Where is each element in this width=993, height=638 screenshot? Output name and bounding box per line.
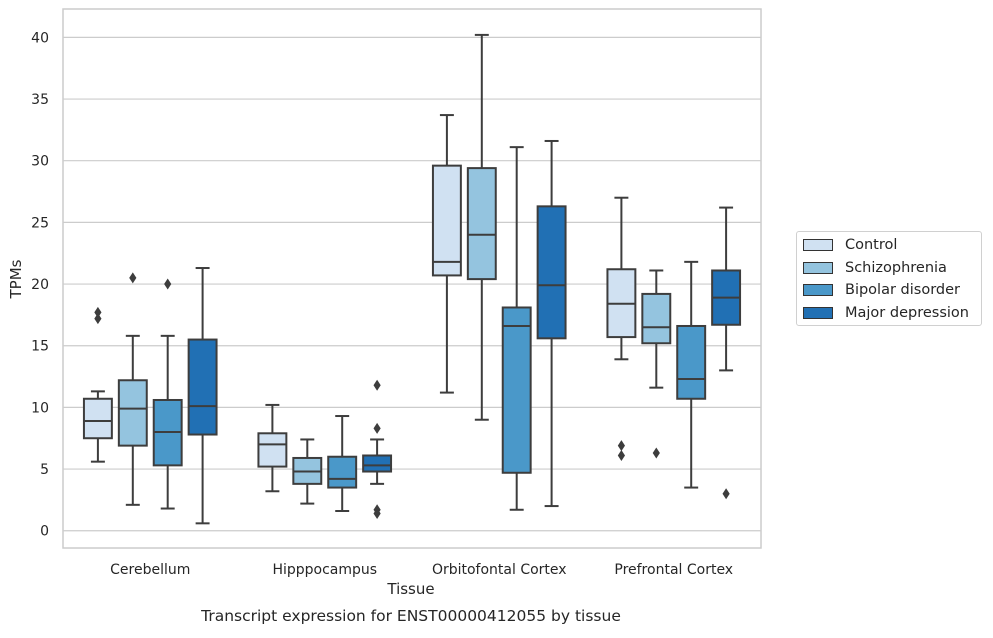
x-axis-label: Tissue <box>386 580 434 598</box>
box-orbitofontal-cortex-bipolar-disorder <box>501 306 532 474</box>
box-cerebellum-control <box>82 397 113 440</box>
y-tick-label-15: 15 <box>31 339 49 355</box>
legend-item-schizophrenia: Schizophrenia <box>803 258 947 278</box>
y-axis-label: TPMs <box>7 259 25 299</box>
legend-swatch-schizophrenia <box>803 262 833 274</box>
outlier-cerebellum-schizophrenia-0 <box>129 272 137 284</box>
box-orbitofontal-cortex-major-depression <box>536 205 567 340</box>
legend-item-control: Control <box>803 235 897 255</box>
x-tick-label-cerebellum: Cerebellum <box>110 562 190 578</box>
legend-item-bipolar-disorder: Bipolar disorder <box>803 280 960 300</box>
box-layer <box>82 33 742 525</box>
plot-frame <box>62 8 762 549</box>
outlier-cerebellum-control-1 <box>94 306 102 318</box>
outlier-prefrontal-cortex-control-1 <box>617 440 625 452</box>
y-tick-label-40: 40 <box>31 30 49 46</box>
legend-label-major-depression: Major depression <box>845 305 969 321</box>
outlier-prefrontal-cortex-control-0 <box>617 449 625 461</box>
y-tick-label-25: 25 <box>31 215 49 231</box>
outlier-hipppocampus-major-depression-3 <box>373 379 381 391</box>
box-hipppocampus-control <box>257 432 288 468</box>
outlier-cerebellum-control-0 <box>94 313 102 325</box>
box-hipppocampus-bipolar-disorder <box>327 455 358 489</box>
x-tick-label-hipppocampus: Hipppocampus <box>272 562 377 578</box>
box-prefrontal-cortex-schizophrenia <box>641 292 672 345</box>
legend-swatch-control <box>803 239 833 251</box>
y-tick-label-5: 5 <box>40 462 49 478</box>
outlier-hipppocampus-major-depression-1 <box>373 504 381 516</box>
y-tick-label-30: 30 <box>31 154 49 170</box>
legend-swatch-major-depression <box>803 307 833 319</box>
y-tick-labels: 0 5 10 15 20 25 30 35 40 <box>31 30 49 539</box>
box-orbitofontal-cortex-control <box>431 164 462 277</box>
box-orbitofontal-cortex-schizophrenia <box>466 167 497 281</box>
y-tick-label-10: 10 <box>31 400 49 416</box>
y-tick-label-35: 35 <box>31 92 49 108</box>
x-tick-label-orbitofontal-cortex: Orbitofontal Cortex <box>432 562 567 578</box>
box-hipppocampus-major-depression <box>362 454 393 473</box>
legend: Control Schizophrenia Bipolar disorder M… <box>796 231 982 326</box>
box-cerebellum-major-depression <box>187 338 218 436</box>
legend-label-schizophrenia: Schizophrenia <box>845 260 947 276</box>
outlier-hipppocampus-major-depression-2 <box>373 422 381 434</box>
legend-item-major-depression: Major depression <box>803 303 969 323</box>
chart-title: Transcript expression for ENST0000041205… <box>200 607 621 625</box>
y-tick-label-0: 0 <box>40 524 49 540</box>
outlier-prefrontal-cortex-schizophrenia-0 <box>652 447 660 459</box>
legend-label-bipolar-disorder: Bipolar disorder <box>845 282 960 298</box>
outlier-prefrontal-cortex-major-depression-0 <box>722 488 730 500</box>
box-cerebellum-schizophrenia <box>117 379 148 447</box>
y-tick-label-20: 20 <box>31 277 49 293</box>
outlier-cerebellum-bipolar-disorder-0 <box>164 278 172 290</box>
legend-swatch-bipolar-disorder <box>803 284 833 296</box>
box-prefrontal-cortex-bipolar-disorder <box>676 324 707 400</box>
x-tick-label-prefrontal-cortex: Prefrontal Cortex <box>614 562 733 578</box>
x-tick-labels: Cerebellum Hipppocampus Orbitofontal Corte… <box>110 562 733 578</box>
legend-label-control: Control <box>845 237 898 253</box>
